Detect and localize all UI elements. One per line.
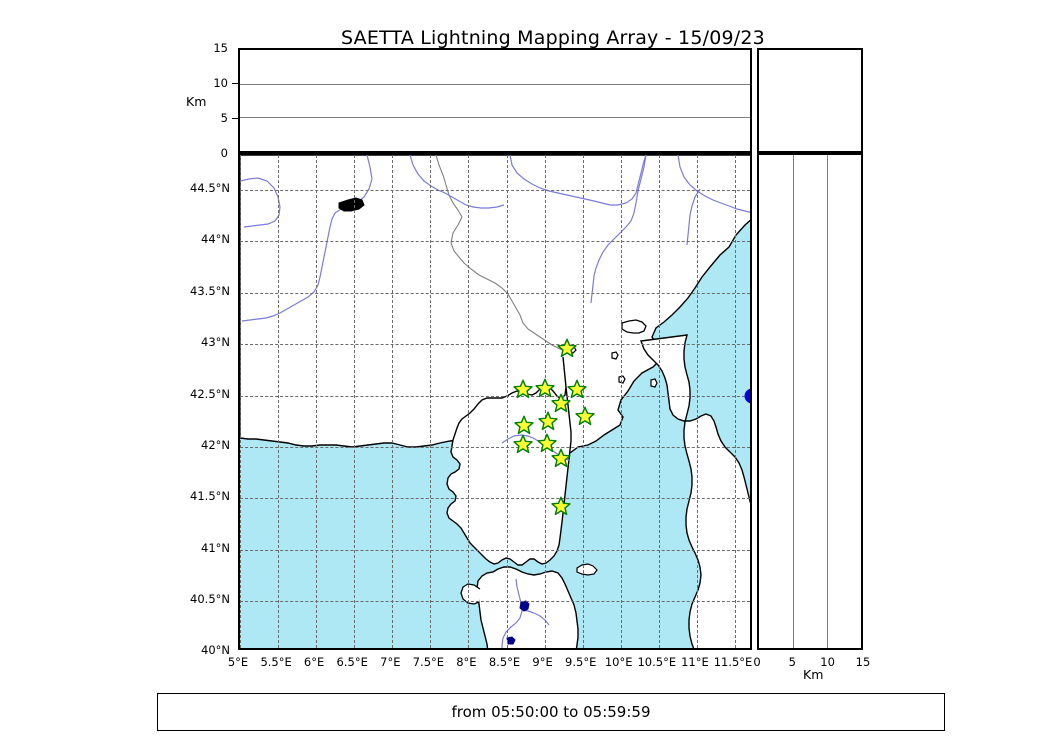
tick-lon-11: 11°E	[681, 655, 709, 669]
tick-lat-40.5: 40.5°N	[190, 592, 230, 607]
gridline-dist-10	[826, 155, 828, 648]
tick-lat-44.5: 44.5°N	[190, 180, 230, 195]
tickmark-alt-5	[232, 118, 238, 119]
tick-lon-7.5: 7.5°E	[412, 655, 445, 669]
tick-lon-5: 5°E	[227, 655, 249, 669]
tick-altitude-5: 5	[220, 111, 228, 125]
tick-altitude-15: 15	[213, 41, 228, 55]
time-range-caption: from 05:50:00 to 05:59:59	[451, 703, 651, 721]
tickmark-alt-10	[232, 83, 238, 84]
distance-axis-label: Km	[803, 667, 824, 682]
map-plan-view-panel[interactable]	[238, 153, 752, 650]
gridline-dist-5	[792, 155, 794, 648]
lake-sardinia-1	[519, 600, 530, 612]
islets-bonifacio	[576, 563, 598, 576]
tick-lon-9: 9°E	[532, 655, 553, 669]
tick-lat-44: 44°N	[201, 232, 230, 247]
tick-lat-41.5: 41.5°N	[190, 489, 230, 504]
river-italy-2	[677, 155, 750, 213]
altitude-longitude-panel	[238, 48, 752, 153]
tick-lat-41: 41°N	[201, 540, 230, 555]
tick-lat-43: 43°N	[201, 335, 230, 350]
island-montecristo	[618, 375, 626, 384]
tick-lat-40: 40°N	[201, 643, 230, 657]
tick-altitude-0: 0	[220, 146, 228, 160]
map-geography	[240, 155, 750, 648]
island-giglio	[650, 378, 658, 388]
page-title: SAETTA Lightning Mapping Array - 15/09/2…	[341, 27, 765, 49]
gridline-alt-5	[240, 117, 750, 119]
river-sardinia-2	[521, 609, 550, 626]
border-line-1	[435, 155, 565, 352]
altitude-axis-label: Km	[186, 94, 207, 109]
lake-geneva	[338, 197, 365, 212]
tick-lon-10: 10°E	[604, 655, 633, 669]
time-range-caption-box: from 05:50:00 to 05:59:59	[157, 693, 945, 731]
tick-lon-11.5: 11.5°E	[713, 655, 753, 669]
island-elba	[621, 319, 647, 334]
tick-dist-0: 0	[753, 655, 761, 669]
tick-lon-6.5: 6.5°E	[336, 655, 368, 669]
tick-altitude-10: 10	[213, 76, 228, 90]
tick-lon-10.5: 10.5°E	[637, 655, 677, 669]
tick-lon-9.5: 9.5°E	[565, 655, 597, 669]
tick-lat-43.5: 43.5°N	[190, 283, 230, 298]
river-sardinia-1	[501, 578, 523, 648]
tick-lon-8.5: 8.5°E	[488, 655, 521, 669]
coastline-italy-west	[640, 334, 750, 648]
coastline-sardinia-west-lobe	[460, 583, 481, 605]
river-italy-3	[686, 188, 701, 246]
altitude-latitude-panel	[757, 153, 863, 650]
tick-lat-42: 42°N	[201, 438, 230, 452]
tick-lat-42.5: 42.5°N	[190, 386, 230, 401]
lake-sardinia-2	[506, 636, 516, 645]
tick-dist-15: 15	[855, 655, 871, 669]
tick-lon-8: 8°E	[456, 655, 477, 669]
river-north-2	[409, 155, 505, 209]
river-italy-1	[590, 155, 647, 304]
tick-lon-7: 7°E	[380, 655, 401, 669]
tick-lon-6: 6°E	[303, 655, 325, 669]
gridline-alt-10	[240, 83, 750, 85]
island-capraia	[611, 351, 619, 360]
tick-dist-5: 5	[788, 655, 796, 669]
tick-lon-5.5: 5.5°E	[260, 655, 292, 669]
corner-panel	[757, 48, 863, 153]
river-po	[509, 155, 647, 206]
river-north-1	[240, 177, 281, 228]
lightning-source-point	[744, 388, 750, 404]
tick-dist-10: 10	[820, 655, 835, 669]
